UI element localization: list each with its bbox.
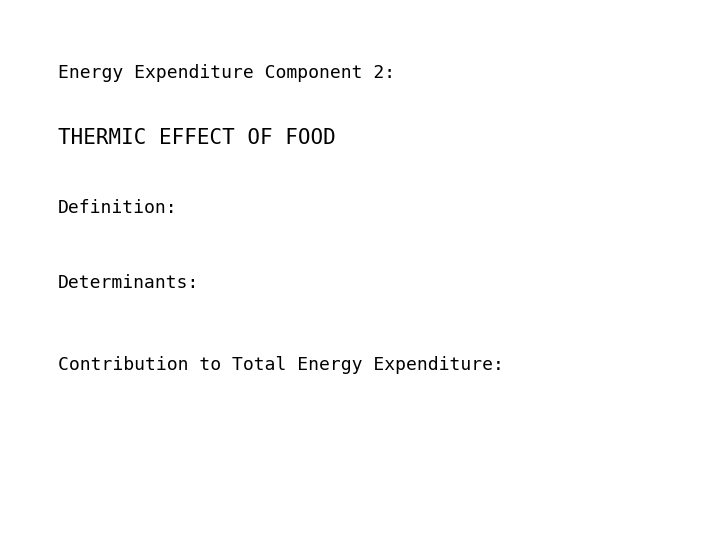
Text: THERMIC EFFECT OF FOOD: THERMIC EFFECT OF FOOD [58,127,336,148]
Text: Energy Expenditure Component 2:: Energy Expenditure Component 2: [58,64,395,82]
Text: Definition:: Definition: [58,199,177,217]
Text: Contribution to Total Energy Expenditure:: Contribution to Total Energy Expenditure… [58,355,503,374]
Text: Determinants:: Determinants: [58,274,199,293]
